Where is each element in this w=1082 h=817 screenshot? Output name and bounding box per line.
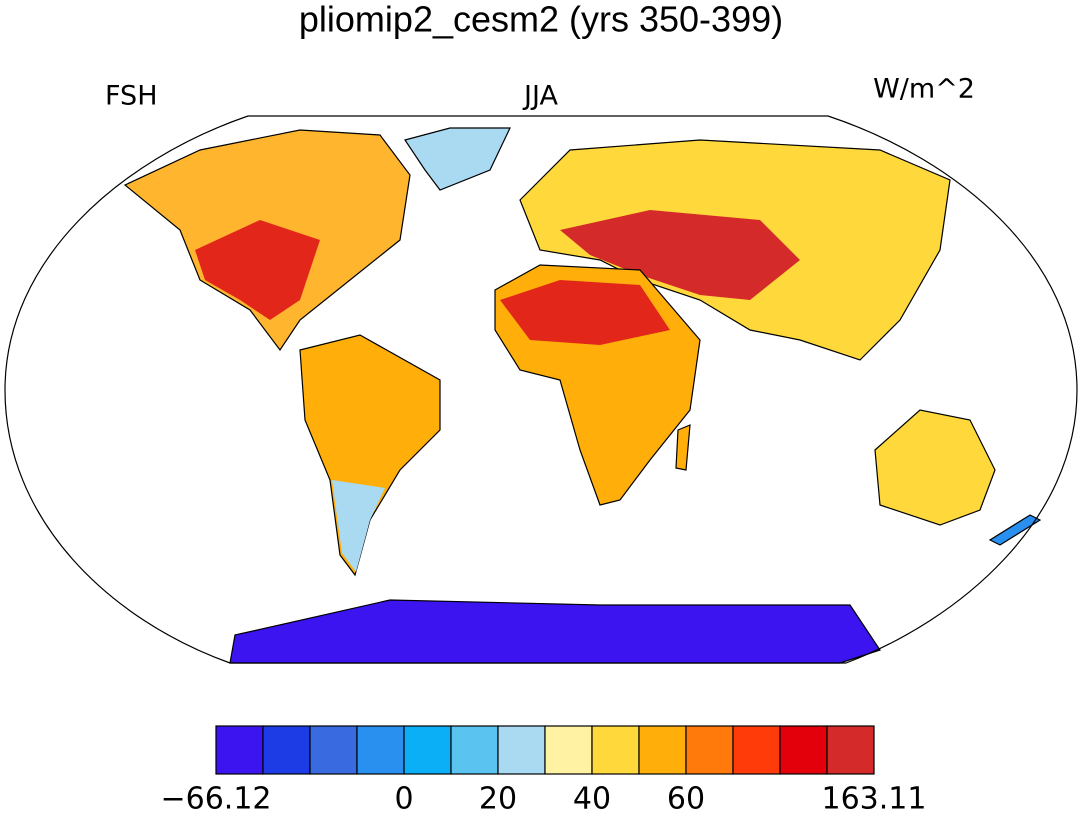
colorbar-box: [215, 725, 264, 775]
madagascar: [675, 424, 691, 471]
colorbar-box: [826, 725, 875, 775]
colorbar-label: 0: [394, 782, 413, 813]
title: pliomip2_cesm2 (yrs 350-399): [299, 0, 783, 40]
australia: [874, 409, 996, 526]
colorbar-box: [262, 725, 311, 775]
colorbar-label: 40: [573, 782, 611, 813]
colorbar-box: [544, 725, 593, 775]
colorbar-box: [403, 725, 452, 775]
colorbar: −66.12 0 20 40 60 163.11: [160, 725, 927, 817]
colorbar-label: −66.12: [160, 782, 271, 813]
colorbar-box: [356, 725, 405, 775]
south-america-south: [332, 480, 385, 572]
colorbar-box: [779, 725, 828, 775]
eurasia-hot: [560, 210, 800, 300]
africa-hot: [500, 280, 670, 345]
colorbar-box: [685, 725, 734, 775]
antarctica: [229, 599, 881, 664]
colorbar-box: [591, 725, 640, 775]
colorbar-box: [497, 725, 546, 775]
colorbar-box: [309, 725, 358, 775]
colorbar-label: 163.11: [822, 782, 927, 813]
map: [4, 115, 1078, 664]
colorbar-label: 60: [667, 782, 705, 813]
colorbar-box: [450, 725, 499, 775]
variable-label: FSH: [105, 81, 158, 112]
south-america: [299, 334, 441, 577]
colorbar-box: [638, 725, 687, 775]
map-outline: [4, 115, 1078, 664]
colorbar-label: 20: [479, 782, 517, 813]
season-label: JJA: [522, 81, 558, 112]
new-zealand: [988, 514, 1042, 546]
colorbar-box: [732, 725, 781, 775]
greenland: [404, 127, 511, 191]
units-label: W/m^2: [873, 74, 975, 105]
north-america-hot: [195, 220, 320, 320]
